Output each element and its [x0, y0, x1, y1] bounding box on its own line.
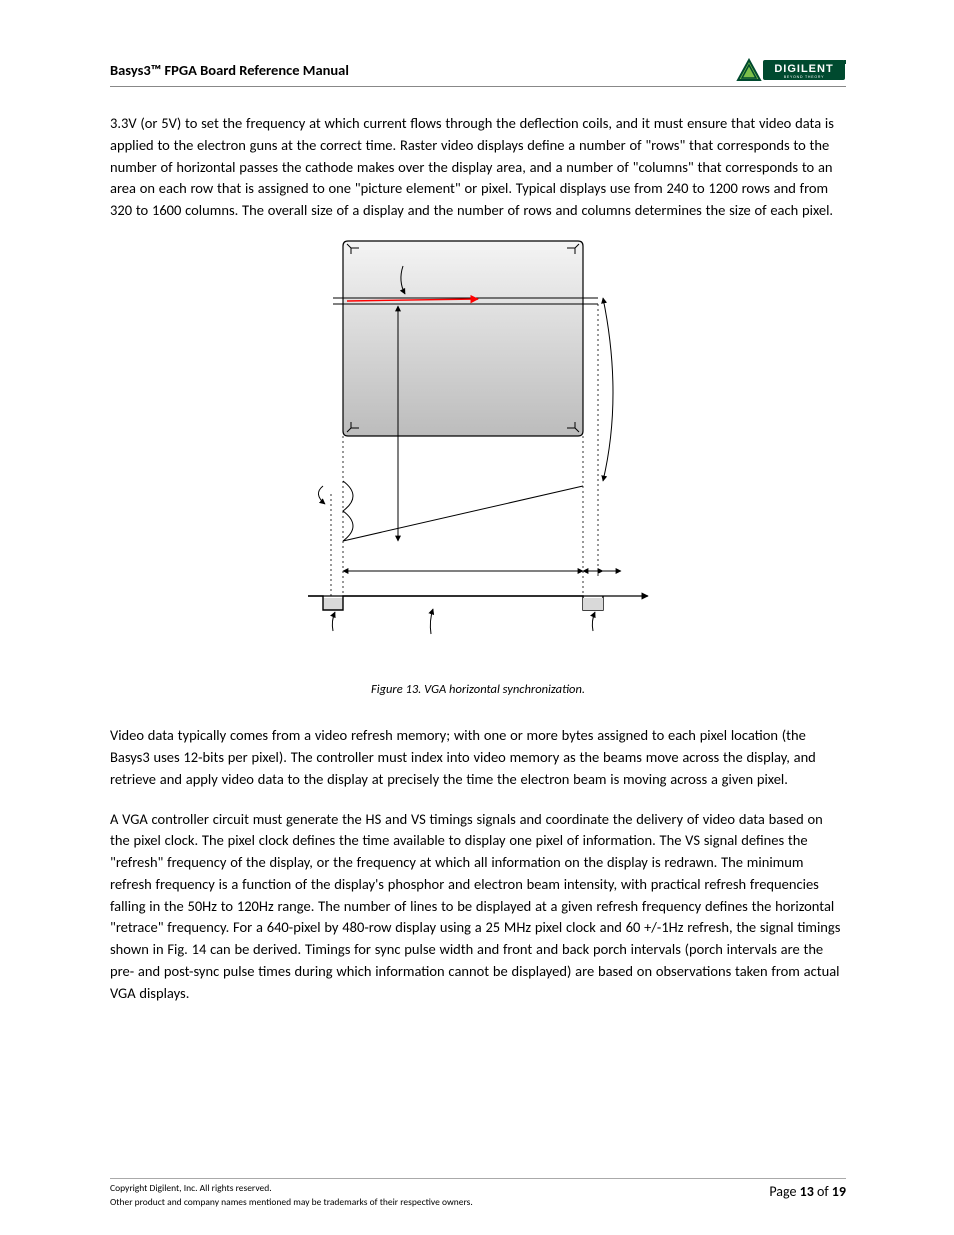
figure-caption: Figure 13. VGA horizontal synchronizatio… [110, 681, 846, 700]
svg-text:BEYOND THEORY: BEYOND THEORY [784, 75, 825, 79]
footer-line1: Copyright Digilent, Inc. All rights rese… [110, 1181, 473, 1195]
page-header: Basys3™ FPGA Board Reference Manual DIGI… [110, 58, 846, 87]
page-label: Page [769, 1183, 799, 1200]
vga-sync-diagram [303, 236, 653, 656]
paragraph-1: 3.3V (or 5V) to set the frequency at whi… [110, 113, 846, 222]
page-footer: Copyright Digilent, Inc. All rights rese… [110, 1178, 846, 1210]
header-title: Basys3™ FPGA Board Reference Manual [110, 60, 349, 82]
page-of: of [814, 1183, 832, 1200]
document-page: Basys3™ FPGA Board Reference Manual DIGI… [0, 0, 954, 1235]
page-number: 13 [800, 1183, 814, 1200]
svg-text:DIGILENT: DIGILENT [774, 63, 833, 75]
footer-page: Page 13 of 19 [769, 1181, 846, 1202]
paragraph-3: A VGA controller circuit must generate t… [110, 809, 846, 1005]
page-total: 19 [832, 1183, 846, 1200]
logo-icon: DIGILENT BEYOND THEORY [736, 58, 846, 84]
paragraph-2: Video data typically comes from a video … [110, 725, 846, 790]
figure-13 [110, 236, 846, 663]
digilent-logo: DIGILENT BEYOND THEORY [736, 58, 846, 84]
footer-copyright: Copyright Digilent, Inc. All rights rese… [110, 1181, 473, 1210]
footer-line2: Other product and company names mentione… [110, 1195, 473, 1209]
